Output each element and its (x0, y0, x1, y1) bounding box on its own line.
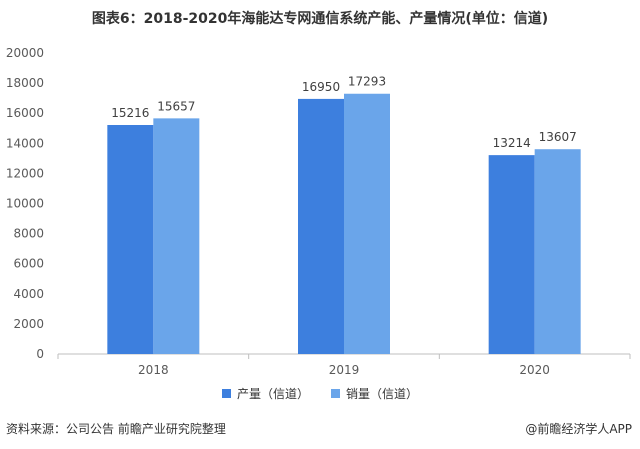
data-label: 13214 (493, 136, 531, 150)
data-label: 15216 (111, 106, 149, 120)
y-tick-label: 6000 (13, 257, 44, 271)
bar-series2 (344, 93, 390, 354)
y-tick-label: 2000 (13, 317, 44, 331)
bar-series1 (298, 98, 344, 354)
y-tick-label: 0 (36, 347, 44, 361)
bar-series2 (153, 118, 200, 354)
chart-title: 图表6：2018-2020年海能达专网通信系统产能、产量情况(单位：信道) (91, 11, 549, 27)
x-tick-label: 2018 (138, 363, 169, 377)
y-tick-label: 10000 (6, 197, 44, 211)
data-label: 17293 (348, 75, 386, 89)
y-tick-label: 18000 (6, 76, 44, 90)
legend-label-series1: 产量（信道） (236, 387, 309, 401)
y-tick-label: 14000 (6, 136, 44, 150)
legend-swatch-series2 (331, 389, 340, 398)
legend-item-series1: 产量（信道） (221, 385, 309, 402)
legend-swatch-series1 (221, 389, 231, 398)
legend-item-series2: 销量（信道） (331, 385, 418, 402)
bar-series1 (488, 155, 535, 354)
y-tick-label: 12000 (6, 166, 44, 180)
y-tick-label: 8000 (13, 227, 44, 241)
bar-series2 (534, 149, 581, 354)
data-label: 15657 (157, 99, 195, 113)
legend-label-series2: 销量（信道） (346, 387, 419, 401)
source-note: 资料来源：公司公告 前瞻产业研究院整理 (6, 422, 226, 436)
brand-credit: @前瞻经济学人APP (525, 422, 632, 436)
x-tick-label: 2020 (519, 363, 550, 377)
data-label: 13607 (539, 130, 577, 144)
y-tick-label: 4000 (13, 287, 44, 301)
legend: 产量（信道） 销量（信道） (0, 385, 640, 402)
data-label: 16950 (302, 80, 340, 94)
bar-series1 (107, 124, 154, 354)
y-tick-label: 20000 (6, 46, 44, 60)
y-tick-label: 16000 (6, 106, 44, 120)
x-tick-label: 2019 (329, 363, 360, 377)
